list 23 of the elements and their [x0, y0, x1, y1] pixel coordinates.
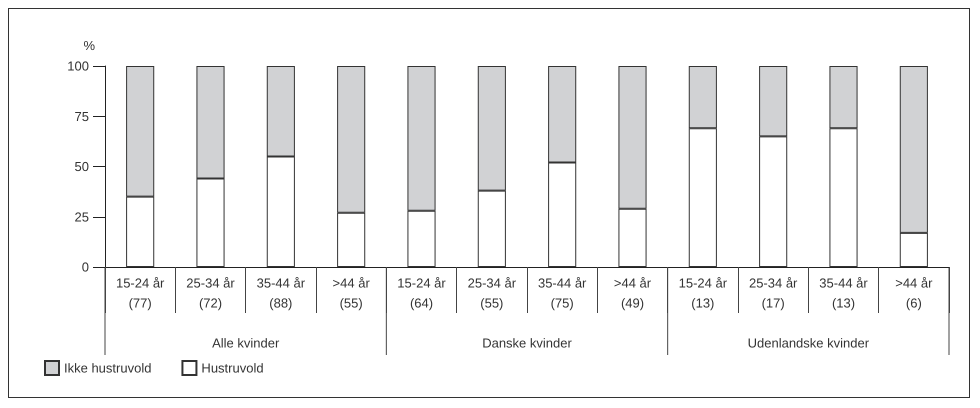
x-tick-label: 15-24 år (13)	[678, 276, 728, 310]
x-tick-label: 35-44 år (75)	[538, 276, 588, 310]
x-tick-label: >44 år (6)	[895, 276, 934, 310]
legend-label: Ikke hustruvold	[64, 360, 152, 376]
x-tick-label: 35-44 år (88)	[256, 276, 306, 310]
x-tick-label: 25-34 år (17)	[748, 276, 798, 310]
y-tick-label: 50	[74, 159, 89, 174]
y-tick-label: 0	[82, 260, 89, 274]
text: Alle kvinder	[212, 336, 280, 350]
y-tick-label: 25	[74, 209, 89, 224]
x-tick-label: 15-24 år (64)	[397, 276, 446, 310]
text: Danske kvinder	[482, 336, 572, 350]
y-axis-title: %	[83, 38, 96, 53]
y-tick-label: 100	[67, 58, 89, 74]
legend-label: Hustruvold	[201, 360, 264, 376]
y-tick-label: 75	[74, 108, 89, 124]
x-tick-label: 35-44 år (13)	[819, 276, 868, 310]
x-tick-label: 25-34 år (72)	[186, 276, 236, 310]
x-tick-label: 15-24 år (77)	[116, 276, 166, 310]
x-tick-label: 25-34 år (55)	[468, 276, 517, 310]
x-tick-label: >44 år (49)	[614, 276, 652, 310]
text: Udenlandske kvinder	[748, 336, 870, 350]
x-tick-label: >44 år (55)	[332, 276, 370, 310]
